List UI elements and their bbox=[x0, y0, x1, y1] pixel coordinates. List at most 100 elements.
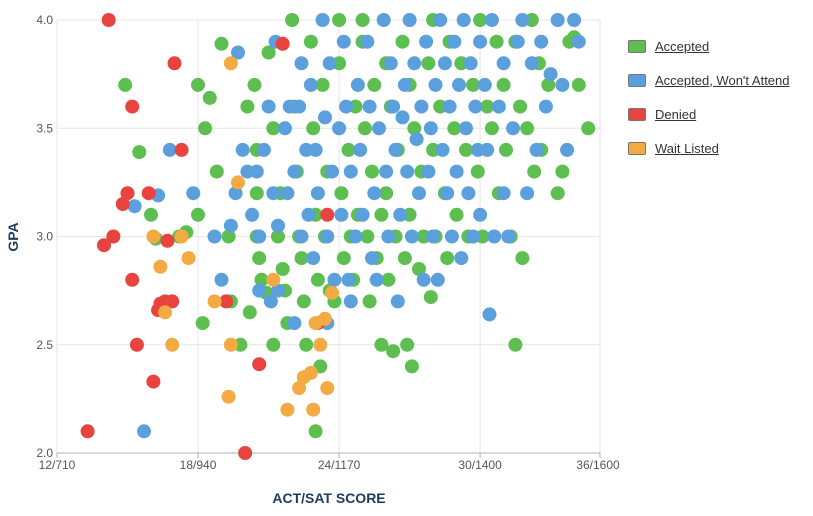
point bbox=[412, 186, 426, 201]
point bbox=[261, 99, 276, 114]
legend-item-wait-listed[interactable]: Wait Listed bbox=[628, 138, 790, 158]
point bbox=[381, 272, 396, 287]
legend-label-denied[interactable]: Denied bbox=[655, 106, 697, 122]
point bbox=[541, 77, 556, 92]
point bbox=[332, 121, 347, 136]
point bbox=[252, 229, 267, 244]
y-tick-label: 2.5 bbox=[36, 338, 53, 352]
legend-label-accepted[interactable]: Accepted bbox=[655, 38, 710, 54]
point bbox=[287, 316, 302, 331]
point bbox=[367, 186, 382, 201]
point bbox=[231, 45, 245, 60]
point bbox=[325, 285, 339, 300]
point bbox=[550, 13, 565, 27]
point bbox=[463, 56, 478, 71]
point bbox=[348, 229, 363, 244]
point bbox=[428, 77, 443, 92]
point bbox=[470, 164, 485, 179]
point bbox=[287, 164, 302, 179]
legend-item-accepted-wont-attend[interactable]: Accepted, Won't Attend bbox=[628, 70, 790, 90]
point bbox=[421, 56, 436, 71]
point bbox=[444, 229, 459, 244]
point bbox=[209, 164, 224, 179]
point bbox=[247, 77, 262, 92]
point bbox=[496, 77, 511, 92]
point bbox=[508, 337, 523, 352]
point bbox=[271, 229, 285, 244]
point bbox=[491, 99, 506, 114]
point bbox=[334, 207, 349, 222]
point bbox=[132, 145, 147, 160]
point bbox=[336, 251, 351, 266]
point bbox=[339, 99, 354, 114]
point bbox=[510, 34, 525, 49]
point bbox=[362, 294, 377, 309]
point bbox=[515, 13, 530, 27]
point bbox=[440, 186, 455, 201]
point bbox=[435, 142, 450, 157]
point bbox=[515, 251, 530, 266]
legend-item-denied[interactable]: Denied bbox=[628, 104, 790, 124]
point bbox=[529, 142, 544, 157]
point bbox=[285, 13, 300, 27]
legend-label-accepted-wont-attend[interactable]: Accepted, Won't Attend bbox=[655, 72, 790, 88]
point bbox=[484, 13, 499, 27]
point bbox=[355, 207, 370, 222]
point bbox=[115, 197, 130, 211]
legend-swatch-denied bbox=[628, 107, 646, 121]
point bbox=[466, 77, 481, 92]
point bbox=[402, 13, 417, 27]
point bbox=[125, 99, 140, 114]
point bbox=[294, 229, 309, 244]
point bbox=[341, 272, 356, 287]
point bbox=[125, 272, 140, 287]
y-axis-ticks: 2.0 2.5 3.0 3.5 4.0 bbox=[36, 13, 53, 460]
y-tick-label: 2.0 bbox=[36, 446, 53, 460]
point bbox=[543, 67, 558, 82]
point bbox=[506, 121, 520, 136]
point bbox=[306, 402, 321, 417]
point bbox=[390, 294, 405, 309]
point bbox=[449, 164, 464, 179]
point bbox=[320, 229, 335, 244]
legend-label-wait-listed[interactable]: Wait Listed bbox=[655, 140, 719, 156]
point bbox=[423, 121, 438, 136]
point bbox=[447, 121, 462, 136]
point bbox=[466, 229, 481, 244]
point bbox=[315, 13, 330, 27]
point bbox=[275, 262, 290, 276]
point bbox=[459, 142, 473, 157]
point bbox=[294, 56, 309, 71]
point bbox=[120, 186, 135, 201]
point bbox=[362, 99, 377, 114]
point bbox=[499, 142, 513, 157]
legend-item-accepted[interactable]: Accepted bbox=[628, 36, 790, 56]
point bbox=[571, 77, 586, 92]
point bbox=[129, 337, 144, 352]
point bbox=[318, 110, 332, 125]
point bbox=[256, 142, 271, 157]
point bbox=[101, 13, 116, 27]
point bbox=[367, 77, 382, 92]
point bbox=[198, 121, 213, 136]
point bbox=[409, 132, 424, 147]
point bbox=[263, 294, 278, 309]
point bbox=[379, 164, 394, 179]
point bbox=[386, 344, 401, 359]
point bbox=[473, 207, 488, 222]
point bbox=[343, 164, 358, 179]
point bbox=[252, 357, 267, 372]
point bbox=[560, 142, 575, 157]
legend-swatch-accepted-wont-attend bbox=[628, 73, 646, 87]
point bbox=[146, 229, 161, 244]
point bbox=[310, 272, 325, 287]
point bbox=[214, 272, 229, 287]
point bbox=[332, 13, 347, 27]
point bbox=[442, 99, 457, 114]
point bbox=[482, 307, 497, 322]
point bbox=[381, 229, 396, 244]
point bbox=[153, 259, 168, 274]
point bbox=[341, 142, 356, 157]
point bbox=[369, 272, 384, 287]
point bbox=[501, 229, 516, 244]
